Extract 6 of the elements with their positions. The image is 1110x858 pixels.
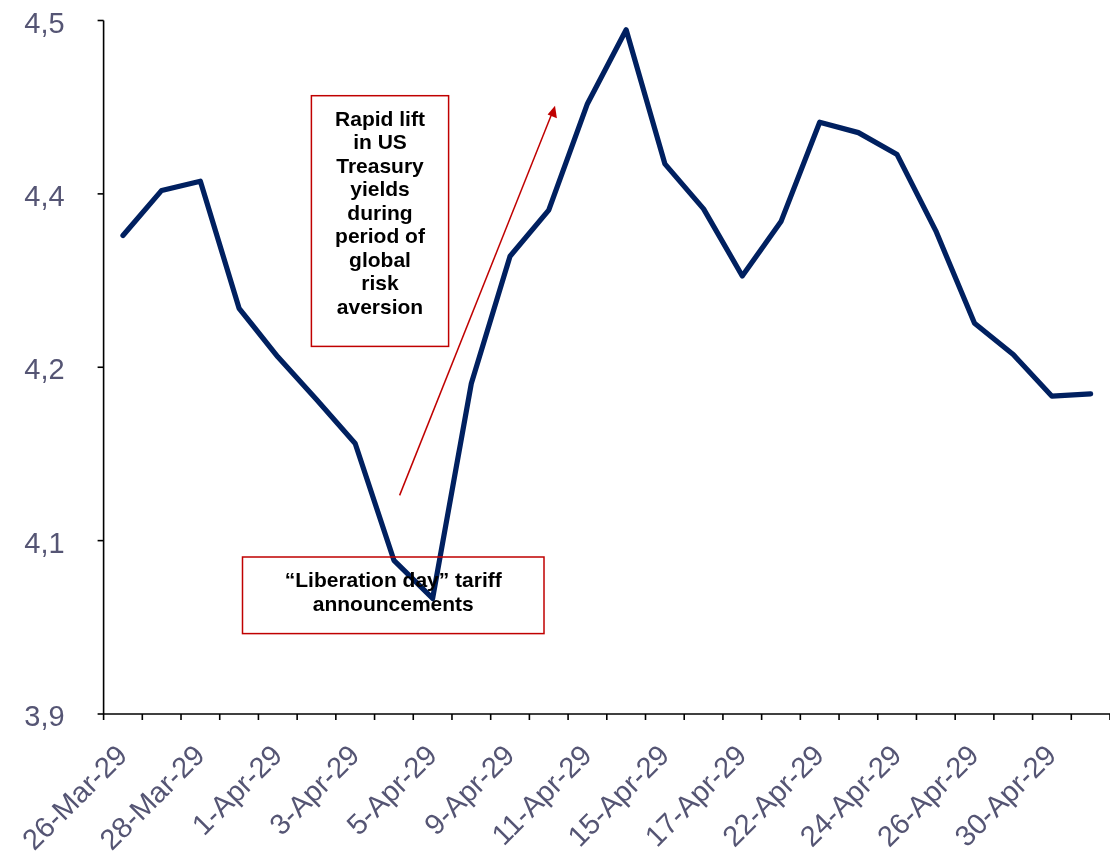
y-tick-label: 4,2 (24, 353, 65, 386)
y-tick-label: 4,5 (24, 6, 65, 39)
y-tick-label: 4,4 (24, 179, 65, 212)
text: Rapid lift in US Treasury yields during period of global risk aversion (335, 106, 425, 318)
y-tick-label: 4,1 (24, 526, 65, 559)
y-tick-label: 3,9 (24, 700, 65, 732)
